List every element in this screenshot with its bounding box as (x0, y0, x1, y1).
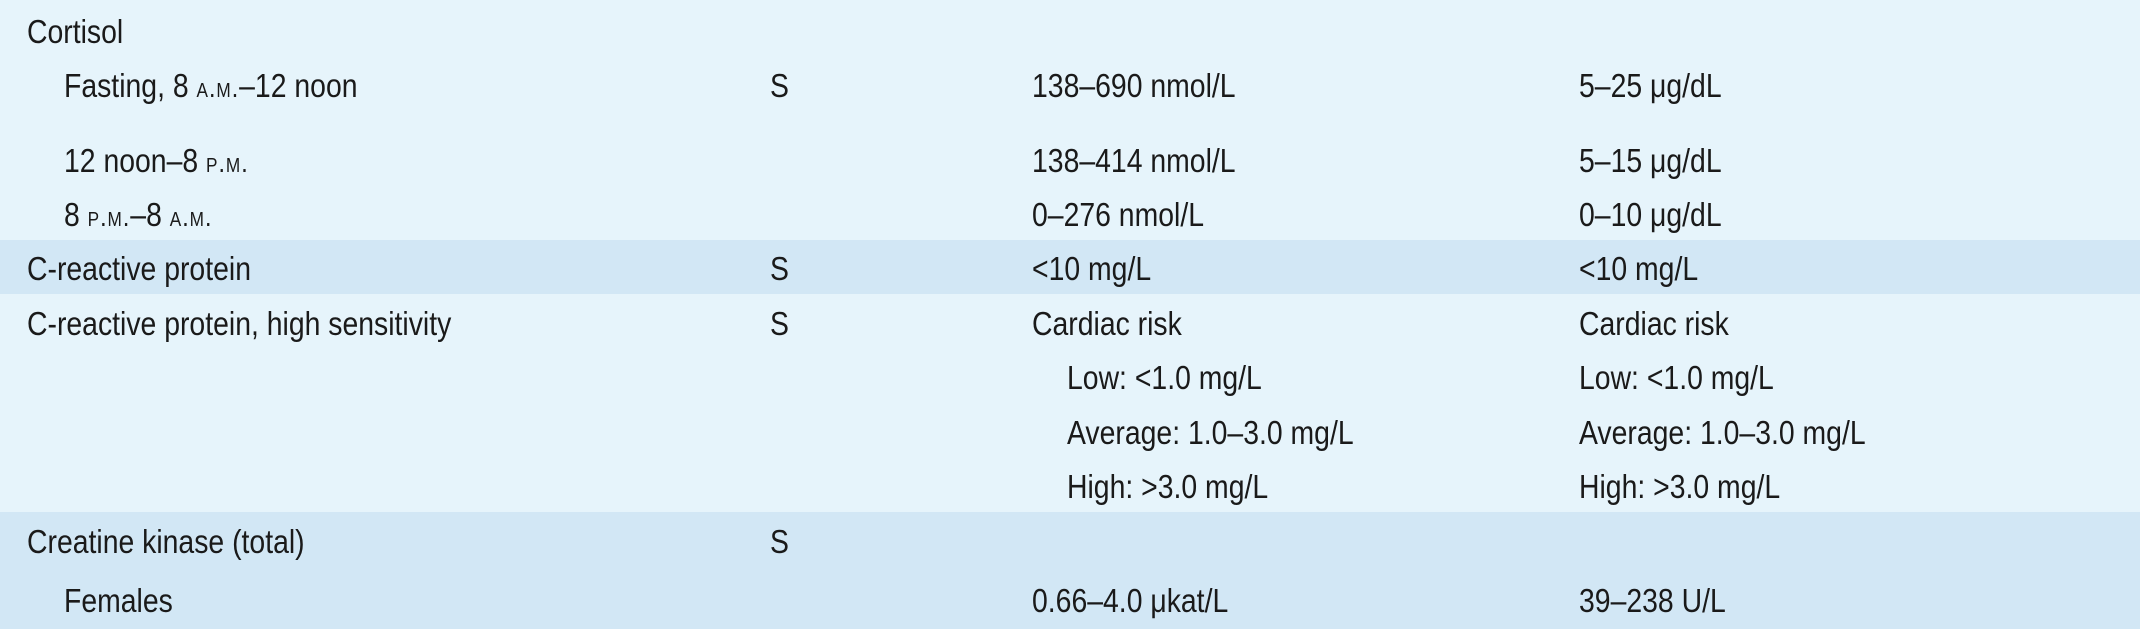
row-group-hscrp (0, 294, 2140, 512)
crp-specimen: S (770, 250, 789, 287)
hscrp-conv-low: Low: <1.0 mg/L (1579, 359, 1774, 396)
test-name-crp: C-reactive protein (27, 250, 251, 287)
hscrp-si-heading: Cardiac risk (1032, 305, 1182, 342)
cortisol-night-conv: 0–10 μg/dL (1579, 196, 1722, 233)
cortisol-noon-si: 138–414 nmol/L (1032, 142, 1236, 179)
crp-si: <10 mg/L (1032, 250, 1152, 287)
cortisol-fasting-label: Fasting, 8 A.M.–12 noon (64, 67, 358, 104)
cortisol-fasting-specimen: S (770, 67, 789, 104)
hscrp-si-average: Average: 1.0–3.0 mg/L (1067, 414, 1354, 451)
row-group-ck (0, 512, 2140, 629)
row-group-cortisol (0, 0, 2140, 240)
hscrp-si-low: Low: <1.0 mg/L (1067, 359, 1262, 396)
test-name-ck: Creatine kinase (total) (27, 523, 305, 560)
hscrp-si-high: High: >3.0 mg/L (1067, 468, 1269, 505)
cortisol-night-si: 0–276 nmol/L (1032, 196, 1204, 233)
ck-females-label: Females (64, 582, 173, 619)
crp-conv: <10 mg/L (1579, 250, 1699, 287)
cortisol-fasting-si: 138–690 nmol/L (1032, 67, 1236, 104)
ck-females-conv: 39–238 U/L (1579, 582, 1726, 619)
cortisol-fasting-conv: 5–25 μg/dL (1579, 67, 1722, 104)
cortisol-night-label: 8 P.M.–8 A.M. (64, 196, 213, 233)
ck-specimen: S (770, 523, 789, 560)
cortisol-noon-label: 12 noon–8 P.M. (64, 142, 249, 179)
cortisol-noon-conv: 5–15 μg/dL (1579, 142, 1722, 179)
row-group-crp (0, 240, 2140, 294)
test-name-hscrp: C-reactive protein, high sensitivity (27, 305, 452, 342)
ck-females-si: 0.66–4.0 μkat/L (1032, 582, 1229, 619)
hscrp-conv-average: Average: 1.0–3.0 mg/L (1579, 414, 1866, 451)
hscrp-specimen: S (770, 305, 789, 342)
test-name-cortisol: Cortisol (27, 13, 124, 50)
hscrp-conv-heading: Cardiac risk (1579, 305, 1729, 342)
hscrp-conv-high: High: >3.0 mg/L (1579, 468, 1781, 505)
